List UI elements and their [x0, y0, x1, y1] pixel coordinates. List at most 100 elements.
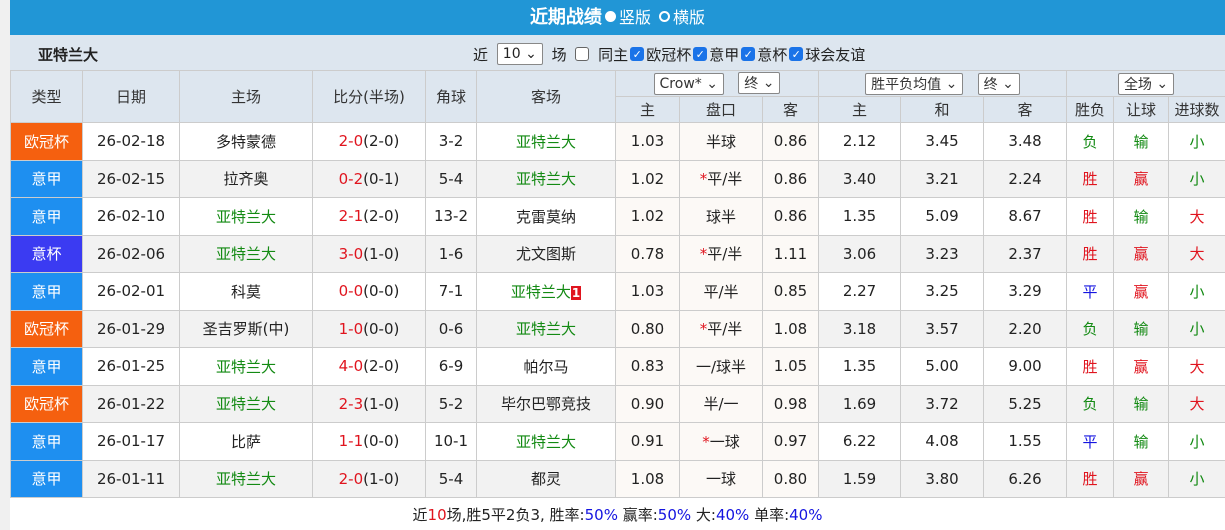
euro-draw: 4.08 — [900, 422, 985, 461]
euro-away: 3.48 — [983, 122, 1068, 161]
handicap-home-odds: 0.90 — [615, 384, 680, 423]
match-date: 26-02-01 — [82, 272, 180, 311]
col-date: 日期 — [82, 70, 180, 123]
match-date: 26-01-22 — [82, 384, 180, 423]
score: 4-0(2-0) — [312, 347, 426, 386]
competition-badge: 意甲 — [10, 159, 83, 198]
euro-home: 3.40 — [818, 159, 902, 198]
same-host-label: 同主 — [598, 45, 629, 64]
match-row: 意甲 26-02-15 拉齐奥 0-2(0-1) 5-4 亚特兰大 1.02 *平/半 0.86… — [10, 159, 1225, 198]
col-h-line: 盘口 — [679, 96, 763, 123]
result-wdl: 负 — [1066, 309, 1115, 348]
score: 2-0(1-0) — [312, 459, 426, 498]
result-wdl: 胜 — [1066, 347, 1115, 386]
handicap-away-odds: 0.85 — [761, 272, 820, 311]
match-row: 意甲 26-02-10 亚特兰大 2-1(2-0) 13-2 克雷莫纳 1.02 球半 0.86… — [10, 197, 1225, 236]
friendly-label: 球会友谊 — [805, 45, 866, 64]
euro-home: 3.18 — [818, 309, 902, 348]
match-date: 26-02-15 — [82, 159, 180, 198]
result-handicap: 赢 — [1113, 159, 1170, 198]
filter-bar: 亚特兰大 近 10 ⌄ 场 同主 ✓ 欧冠杯 ✓ 意甲 ✓ 意杯 ✓ 球会友谊 — [10, 35, 1225, 70]
col-hcp-result: 让球 — [1113, 96, 1170, 123]
radio-vertical[interactable] — [604, 11, 616, 22]
match-row: 意杯 26-02-06 亚特兰大 3-0(1-0) 1-6 尤文图斯 0.78 *平/半 1.1… — [10, 234, 1225, 273]
competition-badge: 意甲 — [10, 272, 83, 311]
ucl-label: 欧冠杯 — [646, 45, 692, 64]
match-count-select[interactable]: 10 ⌄ — [496, 43, 543, 65]
result-wdl: 平 — [1066, 272, 1115, 311]
result-wdl: 负 — [1066, 122, 1115, 161]
euro-home: 6.22 — [818, 422, 902, 461]
handicap-home-odds: 1.03 — [615, 272, 680, 311]
competition-badge: 意杯 — [10, 234, 83, 273]
col-e-away: 客 — [983, 96, 1068, 123]
home-team: 亚特兰大 — [179, 384, 313, 423]
coppa-checkbox[interactable]: ✓ — [741, 47, 756, 61]
handicap-away-odds: 1.11 — [761, 234, 820, 273]
result-handicap: 赢 — [1113, 459, 1170, 498]
col-h-away: 客 — [761, 96, 820, 123]
competition-badge: 意甲 — [10, 197, 83, 236]
view-horizontal-label: 横版 — [673, 8, 706, 27]
match-date: 26-02-18 — [82, 122, 180, 161]
euro-draw: 3.72 — [900, 384, 985, 423]
home-team: 亚特兰大 — [179, 459, 313, 498]
col-goals-result: 进球数 — [1168, 96, 1225, 123]
ucl-checkbox[interactable]: ✓ — [630, 47, 645, 61]
match-date: 26-01-29 — [82, 309, 180, 348]
scope-select[interactable]: 全场 ⌄ — [1117, 72, 1175, 95]
stage-select-2[interactable]: 终 ⌄ — [977, 72, 1020, 95]
handicap-line: 一球 — [679, 459, 763, 498]
company-select[interactable]: Crow* ⌄ — [653, 73, 724, 95]
match-row: 意甲 26-01-25 亚特兰大 4-0(2-0) 6-9 帕尔马 0.83 一/球半 1.05… — [10, 347, 1225, 386]
result-goals: 小 — [1168, 159, 1225, 198]
col-wdl: 胜负 — [1066, 96, 1115, 123]
competition-badge: 欧冠杯 — [10, 309, 83, 348]
home-team: 比萨 — [179, 422, 313, 461]
away-team: 亚特兰大 — [476, 159, 616, 198]
match-row: 意甲 26-02-01 科莫 0-0(0-0) 7-1 亚特兰大1 1.03 平/半 0.85 2… — [10, 272, 1225, 311]
away-team: 毕尔巴鄂竞技 — [476, 384, 616, 423]
result-wdl: 胜 — [1066, 459, 1115, 498]
team-name: 亚特兰大 — [38, 46, 99, 64]
result-wdl: 负 — [1066, 384, 1115, 423]
euro-home: 1.35 — [818, 347, 902, 386]
handicap-home-odds: 0.91 — [615, 422, 680, 461]
corners: 3-2 — [425, 122, 477, 161]
handicap-home-odds: 0.83 — [615, 347, 680, 386]
away-team: 亚特兰大1 — [476, 272, 616, 311]
corners: 6-9 — [425, 347, 477, 386]
match-row: 意甲 26-01-11 亚特兰大 2-0(1-0) 5-4 都灵 1.08 一球 0.80 1.5… — [10, 459, 1225, 498]
result-handicap: 输 — [1113, 384, 1170, 423]
col-type: 类型 — [10, 70, 83, 123]
friendly-checkbox[interactable]: ✓ — [789, 47, 804, 61]
col-home: 主场 — [179, 70, 313, 123]
euro-away: 5.25 — [983, 384, 1068, 423]
euro-draw: 3.80 — [900, 459, 985, 498]
stage-select-1[interactable]: 终 ⌄ — [738, 72, 781, 94]
results-table: 类型 日期 主场 比分(半场) 角球 客场 Crow* ⌄ 终 ⌄ 胜平负均值 … — [10, 70, 1225, 498]
euro-home: 2.12 — [818, 122, 902, 161]
result-goals: 大 — [1168, 234, 1225, 273]
result-handicap: 赢 — [1113, 234, 1170, 273]
col-h-home: 主 — [615, 96, 680, 123]
euro-draw: 3.21 — [900, 159, 985, 198]
radio-horizontal[interactable] — [659, 11, 671, 22]
col-e-home: 主 — [818, 96, 902, 123]
euro-home: 1.69 — [818, 384, 902, 423]
match-row: 欧冠杯 26-01-29 圣吉罗斯(中) 1-0(0-0) 0-6 亚特兰大 0.80 *平/… — [10, 309, 1225, 348]
handicap-away-odds: 0.97 — [761, 422, 820, 461]
serie-a-checkbox[interactable]: ✓ — [693, 47, 708, 61]
score: 1-0(0-0) — [312, 309, 426, 348]
same-host-checkbox[interactable] — [575, 47, 590, 61]
home-team: 多特蒙德 — [179, 122, 313, 161]
home-team: 圣吉罗斯(中) — [179, 309, 313, 348]
euro-header: 胜平负均值 ⌄ 终 ⌄ — [818, 70, 1068, 97]
left-gutter — [0, 0, 10, 530]
score: 2-3(1-0) — [312, 384, 426, 423]
result-goals: 小 — [1168, 422, 1225, 461]
away-team: 亚特兰大 — [476, 309, 616, 348]
matches-label: 场 — [551, 45, 567, 64]
competition-badge: 意甲 — [10, 459, 83, 498]
avg-select[interactable]: 胜平负均值 ⌄ — [865, 72, 964, 95]
